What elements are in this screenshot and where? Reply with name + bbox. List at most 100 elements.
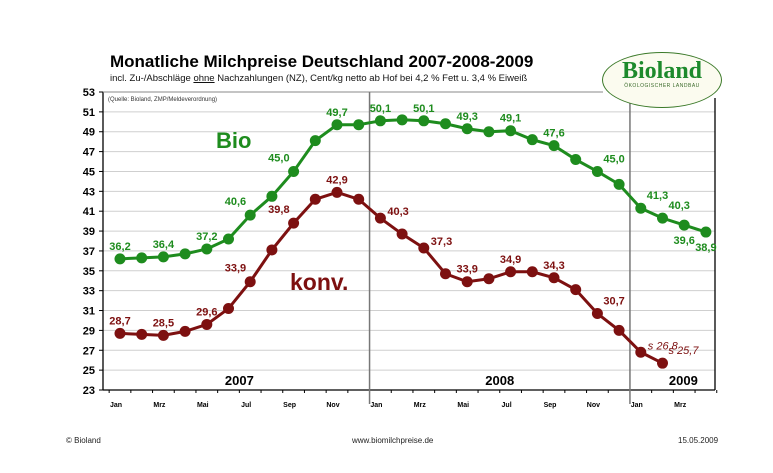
data-label: s 26,8 xyxy=(648,340,679,352)
source-note: (Quelle: Bioland, ZMP/Meldeverordnung) xyxy=(108,97,217,103)
data-point xyxy=(440,118,451,130)
data-point xyxy=(613,324,625,336)
data-label: 40,3 xyxy=(669,200,690,212)
data-point xyxy=(440,268,451,280)
data-point xyxy=(114,327,126,339)
data-label: 36,4 xyxy=(153,239,175,251)
data-label: 50,1 xyxy=(413,103,434,115)
x-tick-label: Mrz xyxy=(674,402,687,409)
data-label: 33,9 xyxy=(456,264,477,276)
subtitle-text-rest: Nachzahlungen (NZ), Cent/kg netto ab Hof… xyxy=(214,73,528,84)
data-point xyxy=(657,212,668,224)
data-point xyxy=(223,303,234,315)
data-label: 49,1 xyxy=(500,113,521,125)
data-point xyxy=(136,328,148,340)
data-point xyxy=(266,190,278,202)
y-tick-label: 23 xyxy=(83,385,95,397)
x-tick-label: Sep xyxy=(283,402,296,409)
data-point xyxy=(353,193,365,205)
data-point xyxy=(678,219,690,231)
y-tick-label: 47 xyxy=(83,147,95,159)
x-tick-label: Sep xyxy=(544,402,557,409)
data-label: 50,1 xyxy=(370,103,391,115)
data-point xyxy=(309,193,321,205)
subtitle-underlined: ohne xyxy=(193,73,215,84)
y-tick-label: 51 xyxy=(83,107,95,119)
y-tick-label: 43 xyxy=(83,186,95,198)
data-point xyxy=(505,125,517,137)
y-tick-label: 41 xyxy=(83,206,95,218)
data-label: 40,6 xyxy=(225,196,246,208)
y-tick-label: 37 xyxy=(83,246,95,258)
data-point xyxy=(461,276,473,288)
data-point xyxy=(244,276,256,288)
data-label: 38,9 xyxy=(695,242,716,254)
y-tick-label: 49 xyxy=(83,127,95,139)
data-label: 47,6 xyxy=(543,128,564,140)
year-label: 2008 xyxy=(485,373,514,388)
y-tick-label: 27 xyxy=(83,345,95,357)
logo-word: Bioland xyxy=(621,58,703,84)
x-tick-label: Jan xyxy=(370,402,382,409)
logo-subtitle: ÖKOLOGISCHER LANDBAU xyxy=(624,83,700,89)
data-label: 49,7 xyxy=(326,107,347,119)
x-tick-label: Mrz xyxy=(414,402,427,409)
data-label: 45,0 xyxy=(268,152,289,164)
x-tick-label: Jan xyxy=(631,402,643,409)
data-point xyxy=(483,273,495,285)
data-point xyxy=(201,318,213,330)
data-point xyxy=(331,186,343,198)
series-line-bio xyxy=(119,118,707,261)
data-point xyxy=(288,165,300,177)
bioland-logo: Bioland ÖKOLOGISCHER LANDBAU xyxy=(602,52,722,108)
y-tick-label: 31 xyxy=(83,306,95,318)
x-tick-label: Jul xyxy=(502,402,512,409)
data-point xyxy=(223,233,234,245)
data-point xyxy=(657,357,668,369)
data-label: s 25,7 xyxy=(669,345,700,357)
year-label: 2009 xyxy=(669,373,698,388)
data-point xyxy=(526,134,538,146)
y-tick-label: 33 xyxy=(83,286,95,298)
subtitle-text: incl. Zu-/Abschläge xyxy=(110,73,194,84)
footer-url[interactable]: www.biomilchpreise.de xyxy=(352,436,434,445)
data-point xyxy=(635,346,647,358)
x-tick-label: Nov xyxy=(326,402,339,409)
year-label: 2007 xyxy=(225,373,254,388)
data-point xyxy=(483,126,495,138)
data-label: 28,5 xyxy=(153,317,174,329)
x-tick-label: Jan xyxy=(110,402,122,409)
footer-copyright: © Bioland xyxy=(66,436,101,445)
data-label: 37,3 xyxy=(431,236,452,248)
chart-subtitle: incl. Zu-/Abschläge ohne Nachzahlungen (… xyxy=(110,73,527,84)
data-label: 39,6 xyxy=(673,235,694,247)
data-point xyxy=(374,212,386,224)
x-tick-label: Mrz xyxy=(153,402,166,409)
data-point xyxy=(613,178,625,190)
data-point xyxy=(201,243,213,255)
series-name-bio: Bio xyxy=(216,128,251,153)
data-point xyxy=(396,228,408,240)
data-point xyxy=(396,114,408,126)
data-point xyxy=(591,165,603,177)
data-point xyxy=(331,119,343,131)
data-label: 42,9 xyxy=(326,174,347,186)
x-tick-label: Nov xyxy=(587,402,600,409)
footer-date: 15.05.2009 xyxy=(678,436,719,445)
data-point xyxy=(548,272,560,284)
data-label: 41,3 xyxy=(647,190,668,202)
data-point xyxy=(374,115,386,127)
data-point xyxy=(570,154,582,166)
data-point xyxy=(461,123,473,135)
data-point xyxy=(591,308,603,320)
y-tick-label: 53 xyxy=(83,87,95,99)
x-tick-label: Mai xyxy=(457,402,469,409)
y-tick-label: 35 xyxy=(83,266,95,278)
y-tick-label: 25 xyxy=(83,365,95,377)
data-point xyxy=(353,119,365,131)
data-point xyxy=(266,244,278,256)
data-point xyxy=(157,251,169,263)
data-label: 37,2 xyxy=(196,231,217,243)
data-point xyxy=(548,140,560,152)
